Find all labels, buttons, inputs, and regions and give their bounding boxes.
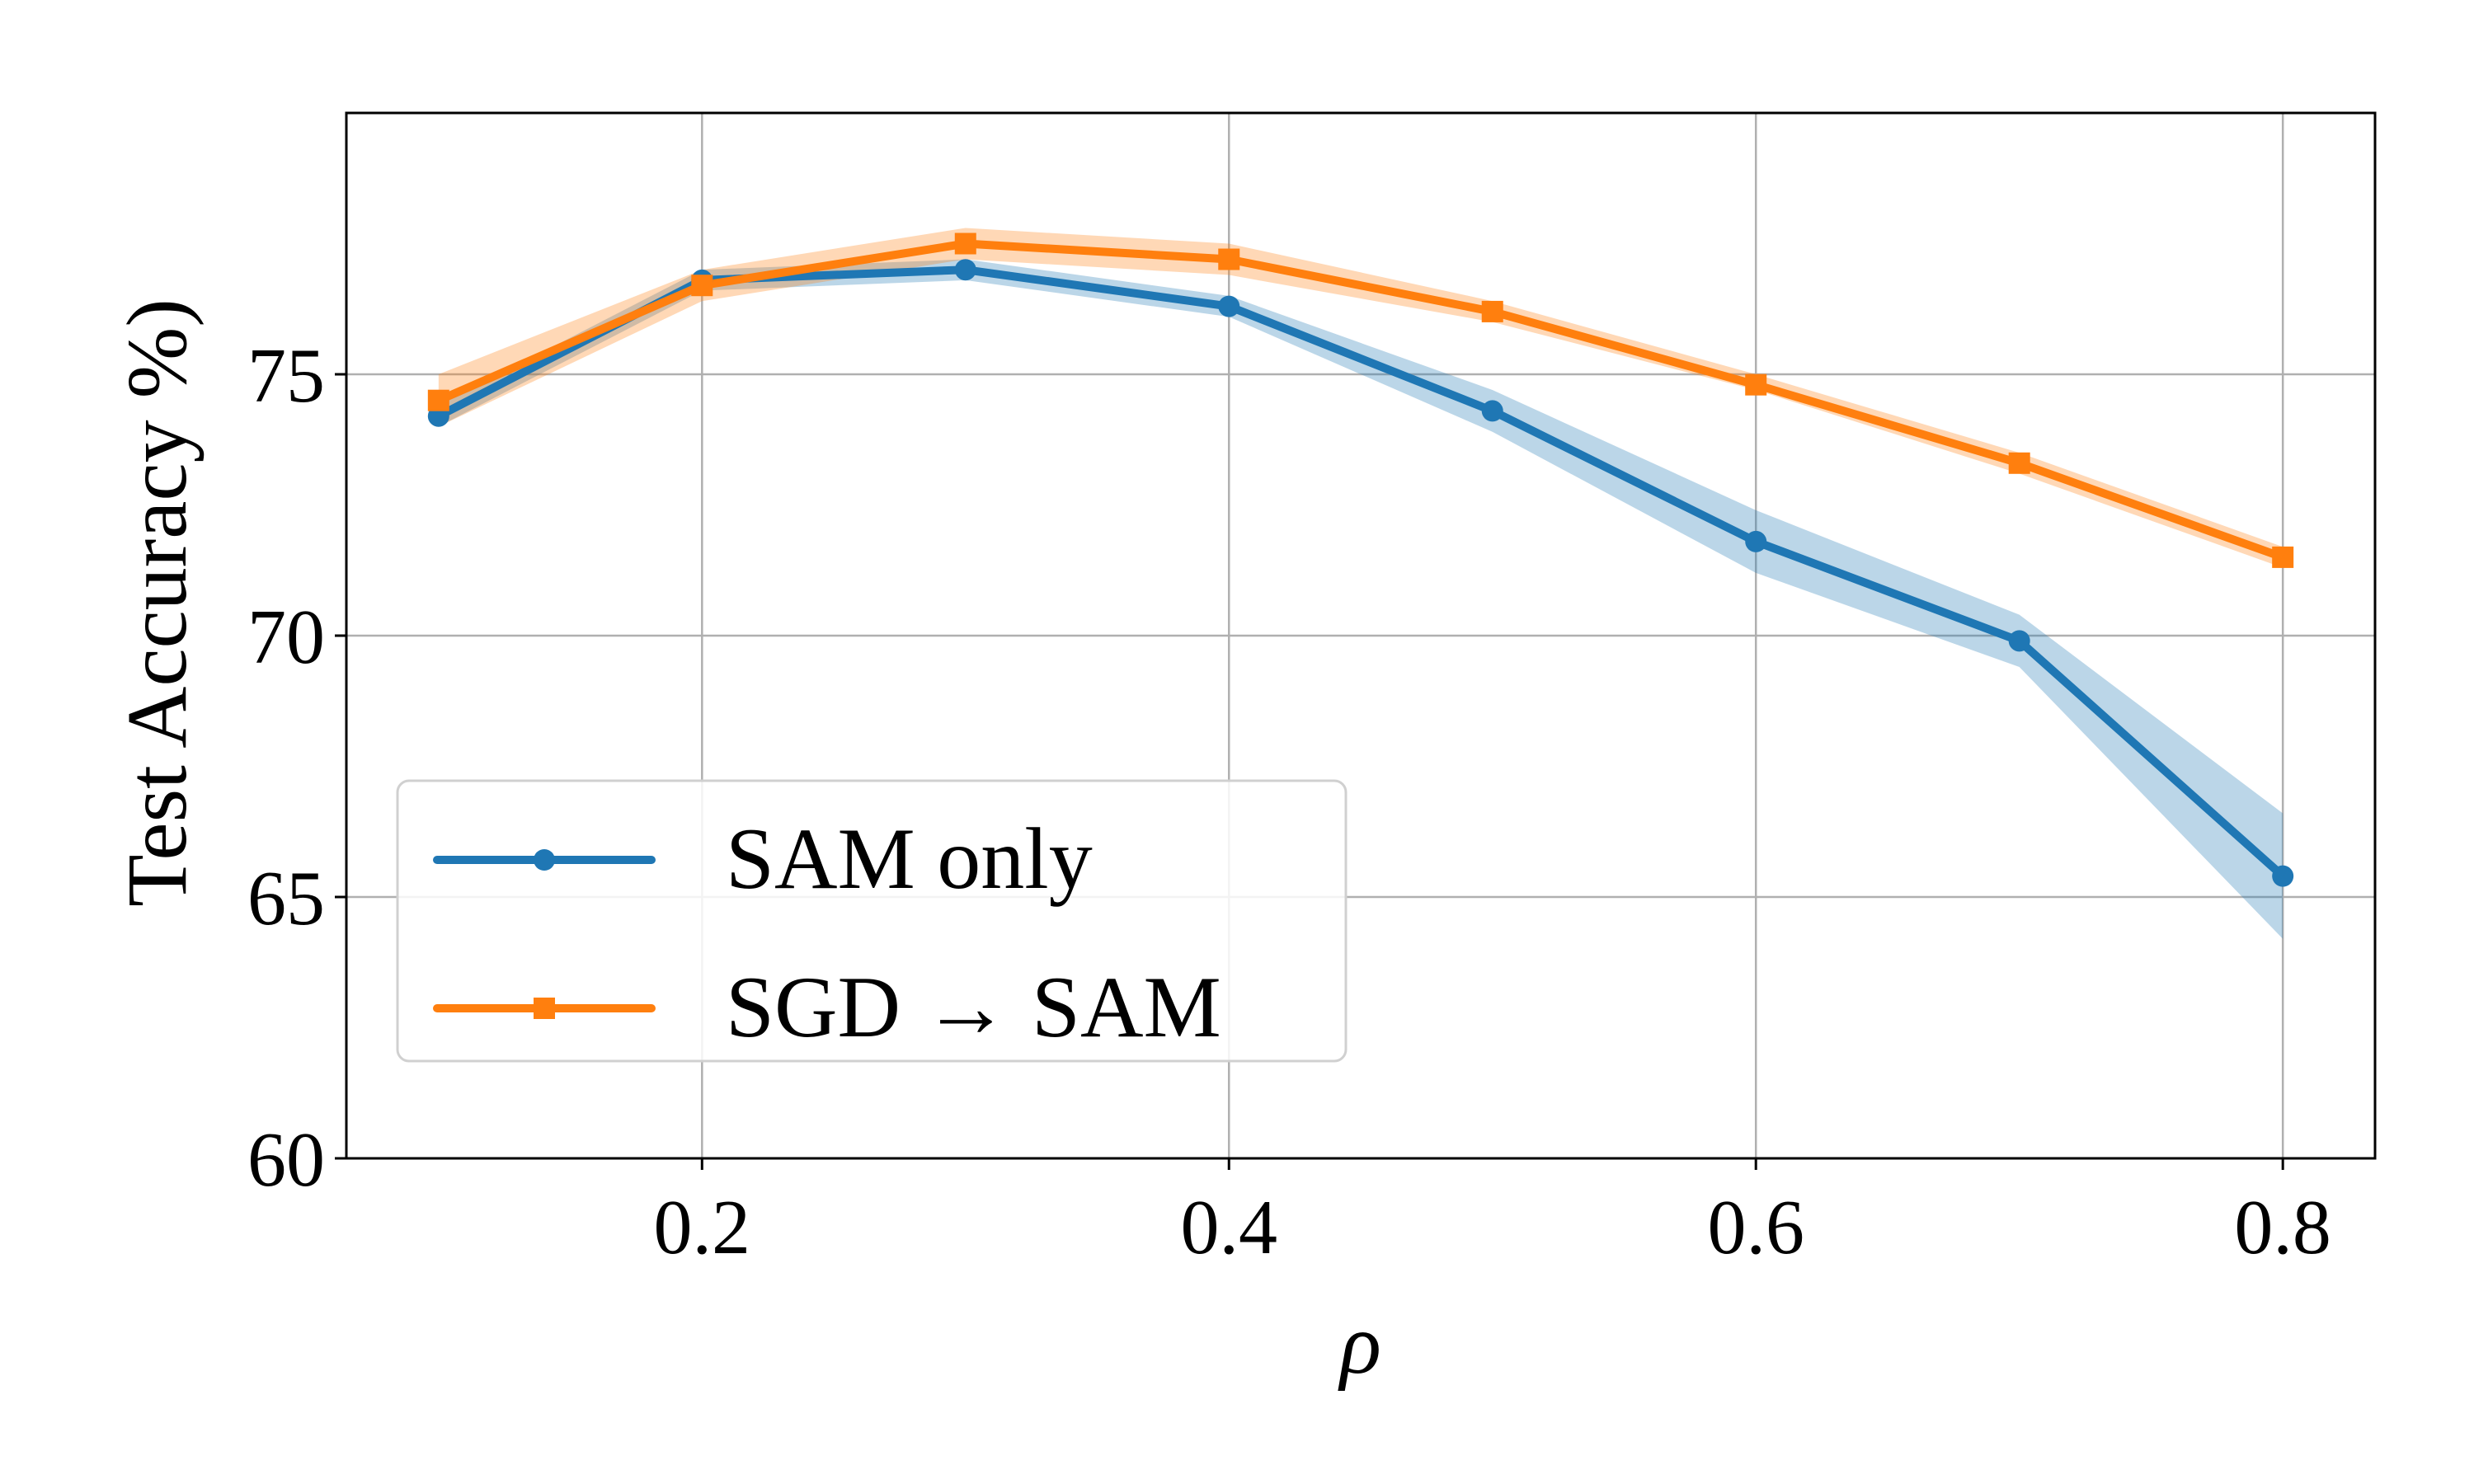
sgd-sam-point [2272,546,2294,568]
sgd-sam-point [1218,248,1240,270]
y-axis-label: Test Accuracy %) [110,298,205,907]
sgd-sam-point [954,232,976,255]
legend-marker-sam-only [534,849,555,871]
sam-only-point [1218,295,1240,317]
x-tick-label: 0.8 [2234,1185,2331,1270]
sgd-sam-point [2008,452,2030,474]
series-lines [434,239,2288,881]
sgd-sam-point [427,389,449,411]
legend-label-sgd-sam: SGD → SAM [726,959,1221,1055]
sam-only-point [954,259,976,281]
x-tick-label: 0.6 [1707,1185,1804,1270]
sgd-sam-confidence-band [438,228,2284,568]
sgd-sam-point [691,275,713,297]
x-tick-label: 0.4 [1181,1185,1278,1270]
sgd-sam-point [1481,300,1503,322]
series-markers [427,232,2294,887]
legend-label-sam-only: SAM only [726,810,1093,907]
sgd-sam-point [1745,373,1767,396]
y-tick-label: 65 [247,856,325,942]
sam-only-point [2008,630,2030,652]
chart-legend: SAM only SGD → SAM [396,779,1348,1063]
x-tick-label: 0.2 [654,1185,751,1270]
sam-only-point [1481,400,1503,422]
sam-only-point [1745,530,1767,552]
y-tick-label: 75 [247,333,325,419]
x-axis-label: ρ [1338,1297,1381,1392]
axis-ticks: 0.2 0.4 0.6 0.8 60 65 70 75 [247,333,2331,1270]
y-tick-label: 70 [247,594,325,680]
legend-box [396,779,1348,1063]
legend-marker-sgd-sam [534,998,555,1019]
y-tick-label: 60 [247,1117,325,1203]
sam-only-point [2272,865,2294,887]
sgd-sam-line [434,239,2288,561]
